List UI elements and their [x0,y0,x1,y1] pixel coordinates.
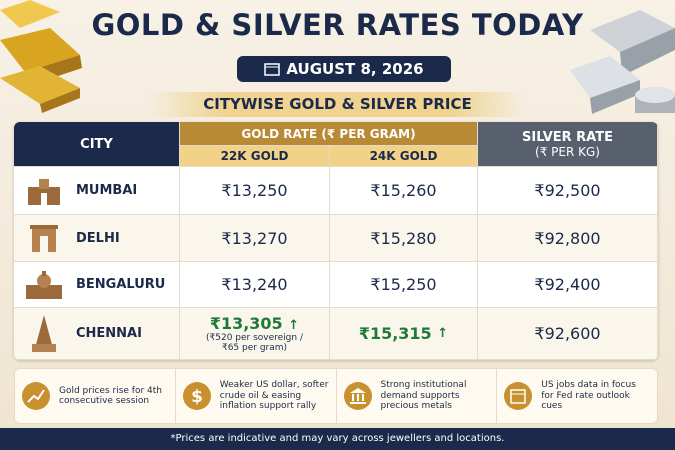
city-name: MUMBAI [76,183,138,198]
highlight-text: US jobs data in focus for Fed rate outlo… [541,380,636,412]
city-cell: BENGALURU [14,262,180,308]
footer-note: *Prices are indicative and may vary acro… [0,428,675,450]
header-22k: 22K GOLD [180,146,330,167]
date-badge: AUGUST 8, 2026 [237,56,451,82]
silver-cell: ₹92,400 [478,262,658,308]
highlight-text: Weaker US dollar, softer crude oil & eas… [219,380,329,412]
header-gold: GOLD RATE (₹ PER GRAM) [180,122,478,146]
header-24k: 24K GOLD [330,146,478,167]
silver-cell: ₹92,600 [478,308,658,360]
gold-24k-cell: ₹15,250 [330,262,478,308]
city-cell: MUMBAI [14,167,180,215]
gold-22k-cell: ₹13,250 [180,167,330,215]
date: AUGUST 8, 2026 [286,60,424,78]
gold-24k-cell: ₹15,280 [330,215,478,262]
city-icon [28,178,60,205]
dollar-icon: $ [182,382,211,410]
highlight-text: Gold prices rise for 4th consecutive ses… [59,385,162,406]
subtitle: CITYWISE GOLD & SILVER PRICE [150,92,525,117]
city-cell: CHENNAI [14,308,180,360]
highlight: $ Weaker US dollar, softer crude oil & ea… [176,369,337,423]
calendar-icon [264,63,281,76]
bank-icon [343,382,372,410]
city-name: CHENNAI [76,326,142,341]
trend-arrow: ↑ [288,317,300,333]
gold-24k-cell: ₹15,315 ↑ [330,308,478,360]
highlight: Gold prices rise for 4th consecutive ses… [15,369,176,423]
price-note: (₹520 per sovereign / ₹65 per gram) [206,332,303,353]
highlight: Strong institutional demand supports pre… [337,369,498,423]
header-silver: SILVER RATE (₹ PER KG) [478,122,658,167]
gold-22k-cell: ₹13,270 [180,215,330,262]
highlight: US jobs data in focus for Fed rate outlo… [497,369,657,423]
city-icon [32,314,56,352]
highlights: Gold prices rise for 4th consecutive ses… [14,368,658,424]
svg-text:$: $ [191,387,203,407]
silver-bars-decoration [570,10,675,114]
header-city: CITY [14,122,180,167]
gold-22k-cell: ₹13,305 ↑ (₹520 per sovereign / ₹65 per g… [180,308,330,360]
gold-bars-decoration [0,0,82,113]
city-icon [30,225,58,252]
header-silver-unit: (₹ PER KG) [535,144,600,159]
city-cell: DELHI [14,215,180,262]
price: ₹13,305 [209,313,283,333]
rates-table: CITY GOLD RATE (₹ PER GRAM) SILVER RATE(… [14,122,658,360]
gold-22k-cell: ₹13,240 [180,262,330,308]
city-name: BENGALURU [76,277,166,292]
silver-cell: ₹92,500 [478,167,658,215]
highlight-text: Strong institutional demand supports pre… [380,380,467,412]
chart-icon [22,382,50,410]
city-name: DELHI [76,230,120,246]
gold-24k-cell: ₹15,260 [330,167,478,215]
city-icon [26,270,62,299]
price: ₹15,315 [358,324,432,343]
header-silver-title: SILVER RATE [522,129,613,145]
trend-arrow: ↑ [437,326,449,341]
calendar-icon [504,382,533,410]
silver-cell: ₹92,800 [478,215,658,262]
title: GOLD & SILVER RATES TODAY [91,8,584,42]
